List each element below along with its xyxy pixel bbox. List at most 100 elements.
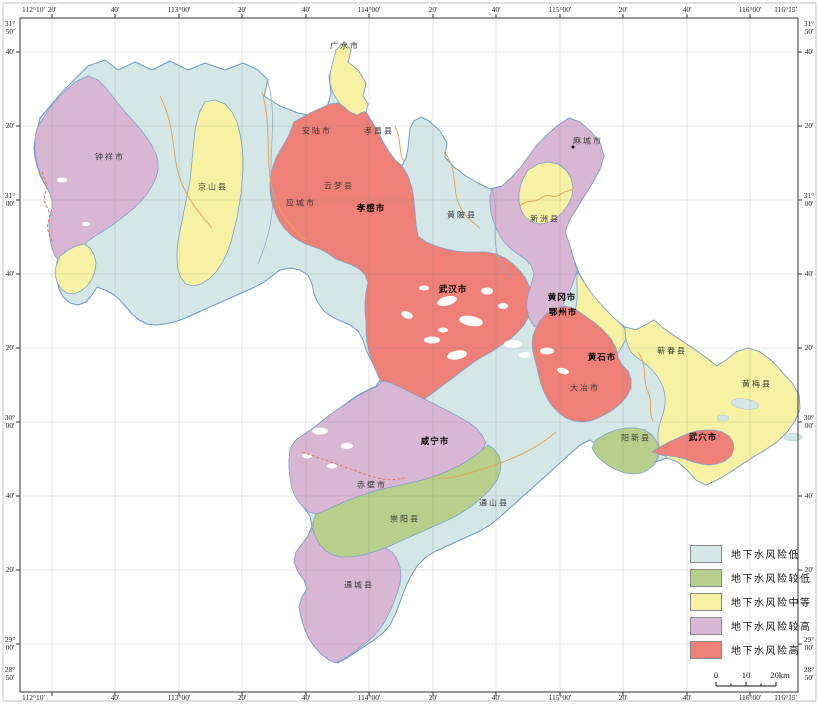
- city-label: 安陆市: [302, 126, 332, 136]
- legend-swatch: [690, 544, 722, 563]
- axis-label: 20': [428, 5, 438, 14]
- axis-label: 31° 00': [4, 191, 16, 208]
- region-yangxin-lower-risk: [591, 427, 660, 475]
- scale-label-10: 10: [742, 670, 751, 680]
- axis-label: 20': [5, 565, 15, 574]
- axis-label: 31° 00': [803, 191, 815, 208]
- axis-label: 20': [804, 121, 814, 130]
- axis-label: 40': [804, 269, 814, 278]
- region-wuxue-high-risk: [651, 429, 735, 466]
- axis-label: 29° 00': [4, 635, 16, 652]
- legend: 地下水风险低地下水风险较低 地下水风险中等 地下水风险较高 地下水风险高: [690, 544, 812, 665]
- region-tongcheng-higher-risk: [293, 527, 402, 664]
- axis-label: 40': [804, 491, 814, 500]
- region-xiaogan-wuhan-high-risk: [269, 102, 533, 407]
- coordinate-grid: [20, 18, 798, 692]
- city-label: 阳新县: [621, 433, 651, 443]
- axis-label: 30° 00': [4, 413, 16, 430]
- axis-label: 40': [5, 47, 15, 56]
- city-label: 武汉市: [438, 284, 468, 294]
- axis-label: 31° 50': [803, 19, 815, 36]
- legend-swatch: [690, 640, 722, 659]
- axis-label: 20': [237, 5, 247, 14]
- axis-label: 20': [618, 693, 628, 702]
- axis-label: 113°00': [167, 5, 191, 14]
- city-label: 孝感市: [356, 203, 386, 213]
- axis-label: 20': [804, 343, 814, 352]
- axis-label: 28° 50': [803, 665, 815, 682]
- region-jingshan-medium-risk: [176, 99, 244, 287]
- city-label: 通城县: [344, 580, 374, 590]
- axis-label: 116°15': [774, 693, 797, 702]
- legend-swatch: [690, 592, 722, 611]
- axis-label: 20': [237, 693, 247, 702]
- scale-label-20km: 20km: [770, 670, 790, 680]
- axis-label: 40': [804, 47, 814, 56]
- city-label: 黄石市: [587, 352, 617, 362]
- scale-bar: 0 10 20km: [714, 670, 790, 687]
- city-label: 通山县: [479, 498, 509, 508]
- axis-label: 116°00': [738, 693, 762, 702]
- axis-label: 29° 00': [803, 635, 815, 652]
- city-label: 云梦县: [324, 181, 354, 191]
- city-label: 黄冈市: [547, 292, 577, 302]
- axis-label: 40': [491, 693, 501, 702]
- legend-label: 地下水风险较低: [731, 574, 812, 585]
- axis-label: 113°00': [167, 693, 191, 702]
- city-label: 鄂州市: [548, 307, 578, 317]
- boundary-lines: [257, 81, 513, 279]
- city-label: 蕲春县: [657, 346, 687, 356]
- legend-item: 地下水风险较高: [690, 616, 812, 635]
- region-west-medium-risk: [54, 243, 97, 295]
- axis-label: 20': [804, 565, 814, 574]
- axis-label: 114°00': [357, 693, 381, 702]
- region-macheng-higher-risk: [489, 117, 605, 331]
- axis-label: 20': [47, 5, 57, 14]
- axis-label: 20': [5, 343, 15, 352]
- axis-label: 114°00': [357, 5, 381, 14]
- city-label: 武穴市: [688, 432, 718, 442]
- legend-label: 地下水风险中等: [731, 598, 812, 609]
- axis-label: 40': [5, 269, 15, 278]
- axis-label: 30° 00': [803, 413, 815, 430]
- frame-ticks: [16, 14, 802, 696]
- legend-label: 地下水风险低: [731, 550, 800, 561]
- region-zhongxiang-higher-risk: [34, 75, 159, 265]
- city-label: 崇阳县: [390, 514, 420, 524]
- axis-label: 112°10': [22, 5, 45, 14]
- axis-label: 40': [682, 693, 692, 702]
- axis-label: 40': [491, 5, 501, 14]
- axis-label: 40': [5, 491, 15, 500]
- city-label: 麻城市: [573, 136, 603, 146]
- axis-label: 40': [110, 5, 120, 14]
- legend-swatch: [690, 568, 722, 587]
- axis-label: 28° 50': [4, 665, 16, 682]
- region-xinzhou-medium-risk: [518, 161, 574, 225]
- map-frame: [19, 17, 799, 693]
- axis-label: 115°00': [548, 5, 572, 14]
- axis-label: 116°15': [774, 5, 797, 14]
- legend-label: 地下水风险高: [731, 646, 800, 657]
- axis-label: 115°00': [548, 693, 572, 702]
- legend-item: 地下水风险低: [690, 544, 812, 563]
- axis-label: 40': [301, 5, 311, 14]
- axis-label: 40': [110, 693, 120, 702]
- city-label: 广水市: [330, 41, 360, 51]
- region-huangshi-high-risk: [531, 305, 632, 423]
- axis-label: 20': [5, 121, 15, 130]
- axis-label: 40': [682, 5, 692, 14]
- city-label: 赤壁市: [357, 480, 387, 490]
- city-label: 京山县: [198, 182, 228, 192]
- axis-label: 20': [428, 693, 438, 702]
- legend-swatch: [690, 616, 722, 635]
- city-marker-dot: [571, 145, 575, 149]
- axis-label: 112°10': [22, 693, 45, 702]
- city-label: 新洲县: [530, 214, 560, 224]
- axis-label: 20': [618, 5, 628, 14]
- legend-item: 地下水风险较低: [690, 568, 812, 587]
- scale-label-0: 0: [714, 670, 718, 680]
- legend-label: 地下水风险较高: [731, 622, 812, 633]
